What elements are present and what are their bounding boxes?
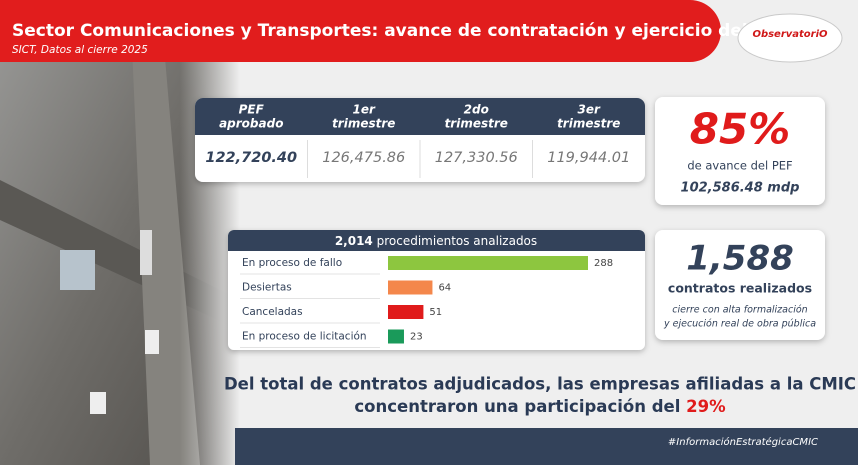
table-cell: 122,720.40 <box>205 150 297 166</box>
subtitle: SICT, Datos al cierre 2025 <box>12 44 148 56</box>
conclusion-highlight: 29% <box>686 397 726 416</box>
procedures-header <box>228 230 645 251</box>
kpi-card <box>655 97 825 205</box>
conclusion-text: concentraron una participación del <box>354 397 680 416</box>
truck <box>140 230 152 275</box>
table-header <box>195 98 645 135</box>
conclusion: Del total de contratos adjudicados, las … <box>224 375 856 394</box>
procedures-total: 2,014 <box>335 234 373 248</box>
table-header-cell: aprobado <box>219 117 283 131</box>
car <box>145 330 159 354</box>
category-label: En proceso de fallo <box>242 257 342 269</box>
table-header-cell: PEF <box>239 103 265 117</box>
table-header-cell: 1er <box>353 103 376 117</box>
table-header-cell: trimestre <box>445 117 508 131</box>
table-header-cell: trimestre <box>332 117 395 131</box>
bar-value: 23 <box>410 332 423 343</box>
bar-value: 51 <box>429 307 442 318</box>
kpi-value: 85% <box>690 105 791 154</box>
kpi-detail: 102,586.48 mdp <box>681 181 800 196</box>
kpi-note: y ejecución real de obra pública <box>663 319 816 330</box>
kpi-label: de avance del PEF <box>687 159 792 173</box>
table-header-cell: trimestre <box>557 117 620 131</box>
conclusion: concentraron una participación del 29% <box>354 397 726 416</box>
kpi-label: contratos realizados <box>668 281 812 296</box>
bar-value: 64 <box>438 283 451 294</box>
car <box>90 392 106 414</box>
footer-bar <box>235 428 858 465</box>
bar-value: 288 <box>594 258 613 269</box>
procedures-caption: procedimientos analizados <box>377 234 538 248</box>
kpi-value: 1,588 <box>686 239 794 279</box>
bar <box>388 305 424 319</box>
category-label: En proceso de licitación <box>242 331 367 343</box>
procedures-title: 2,014 procedimientos analizados <box>335 234 537 248</box>
logo <box>737 13 843 63</box>
hashtag: #InformaciónEstratégicaCMIC <box>668 436 818 448</box>
category-label: Canceladas <box>242 306 303 318</box>
table-cell: 127,330.56 <box>435 150 518 166</box>
header-bar <box>0 0 721 62</box>
title: Sector Comunicaciones y Transportes: ava… <box>12 21 789 41</box>
bar <box>388 256 588 270</box>
table-header-cell: 2do <box>464 103 489 117</box>
logo-text: ObservatoriO <box>752 29 828 40</box>
bar <box>388 329 404 344</box>
kpi-note: cierre con alta formalización <box>672 305 807 316</box>
table-cell: 126,475.86 <box>322 150 405 166</box>
building <box>60 250 95 290</box>
table-header-cell: 3er <box>578 103 601 117</box>
bar <box>388 280 433 295</box>
kpi-card <box>655 230 825 340</box>
table-cell: 119,944.01 <box>547 150 630 166</box>
category-label: Desiertas <box>242 282 292 294</box>
